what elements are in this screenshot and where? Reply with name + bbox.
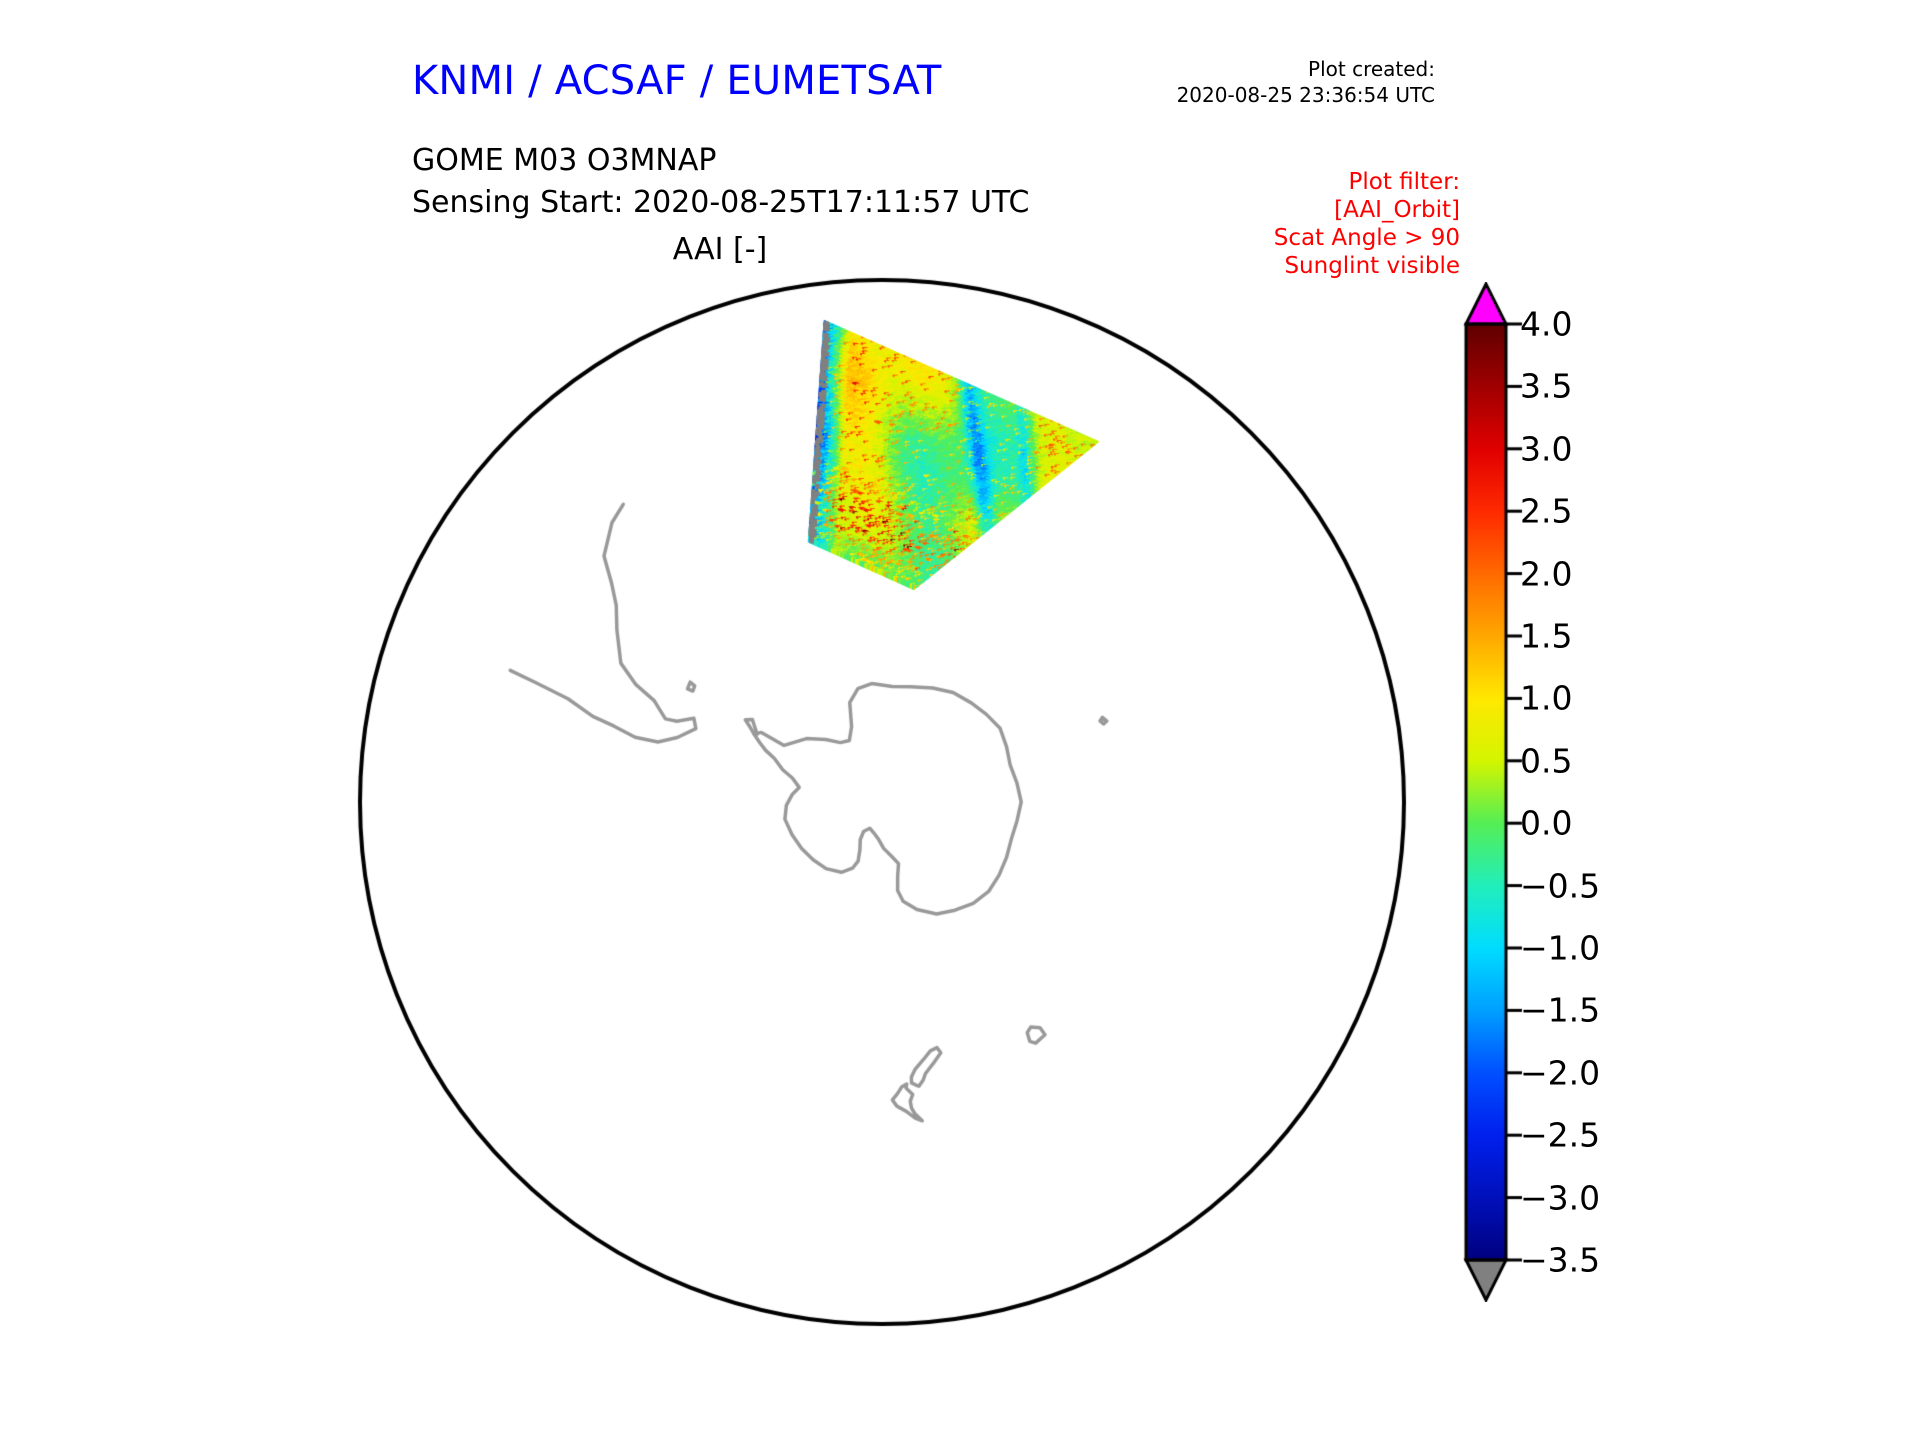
colorbar-tick-label: 0.0	[1520, 803, 1573, 843]
brand-title: KNMI / ACSAF / EUMETSAT	[412, 58, 942, 104]
colorbar-tick-label: 2.5	[1520, 491, 1573, 531]
colorbar-tick-label: −3.0	[1520, 1178, 1601, 1218]
plot-created-label: Plot created:	[1308, 57, 1435, 81]
colorbar-tick-label: −2.0	[1520, 1053, 1601, 1093]
plot-created-block: Plot created: 2020-08-25 23:36:54 UTC	[1177, 56, 1435, 108]
colorbar-tick-label: −3.5	[1520, 1240, 1601, 1280]
polar-map-canvas	[352, 272, 1412, 1332]
plot-filter-scat-angle: Scat Angle > 90	[1273, 225, 1460, 251]
colorbar-tick-label: −1.5	[1520, 990, 1601, 1030]
colorbar-tick-label: 3.0	[1520, 429, 1573, 469]
colorbar-gradient	[1448, 282, 1558, 1302]
colorbar-tick-label: 4.0	[1520, 304, 1573, 344]
colorbar: 4.0 3.5 3.0 2.5 2.0 1.5 1.0 0.5 0.0 −0.5 −1.0 −1.5 −…	[1448, 282, 1748, 1302]
colorbar-tick-label: 3.5	[1520, 366, 1573, 406]
colorbar-tick-label: −0.5	[1520, 866, 1601, 906]
colorbar-tick-label: 1.5	[1520, 616, 1573, 656]
instrument-label: GOME M03 O3MNAP	[412, 143, 717, 178]
metadata-block: GOME M03 O3MNAP Sensing Start: 2020-08-2…	[412, 140, 1029, 224]
plot-title: AAI [-]	[672, 232, 768, 267]
plot-filter-block: Plot filter: [AAI_Orbit] Scat Angle > 90…	[1274, 168, 1460, 280]
plot-created-time: 2020-08-25 23:36:54 UTC	[1176, 83, 1435, 107]
colorbar-tick-label: −2.5	[1520, 1115, 1601, 1155]
plot-filter-name: [AAI_Orbit]	[1334, 197, 1460, 223]
colorbar-tick-label: −1.0	[1520, 928, 1601, 968]
colorbar-tick-label: 0.5	[1520, 741, 1573, 781]
colorbar-tick-label: 2.0	[1520, 554, 1573, 594]
colorbar-tick-labels: 4.0 3.5 3.0 2.5 2.0 1.5 1.0 0.5 0.0 −0.5 −1.0 −1.5 −…	[1520, 282, 1720, 1302]
plot-filter-label: Plot filter:	[1348, 169, 1460, 195]
colorbar-tick-label: 1.0	[1520, 678, 1573, 718]
sensing-start-label: Sensing Start: 2020-08-25T17:11:57 UTC	[412, 185, 1030, 220]
map-area	[352, 272, 1412, 1332]
